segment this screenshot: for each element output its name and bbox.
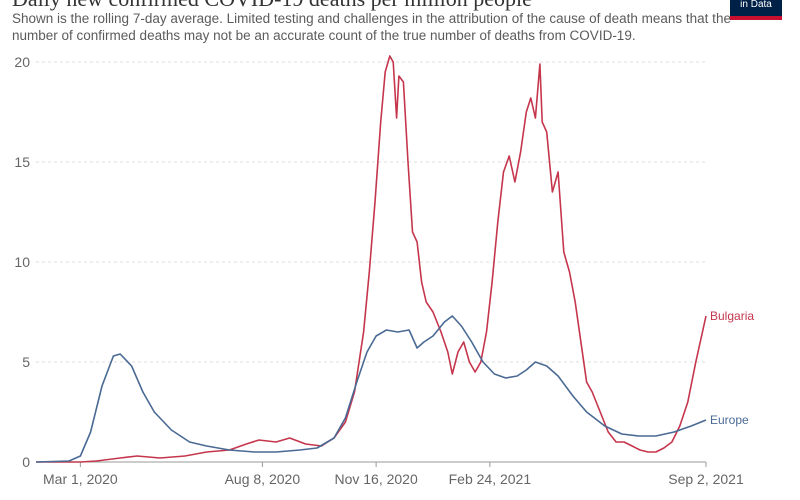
series [35, 55, 707, 463]
y-tick-label: 20 [14, 54, 30, 70]
logo[interactable]: in Data [730, 0, 782, 20]
series-line-europe[interactable] [35, 315, 707, 463]
x-tick-label: Nov 16, 2020 [334, 471, 417, 487]
series-labels: Bulgaria Europe [710, 309, 754, 427]
y-tick-label: 5 [22, 354, 30, 370]
chart-title: Daily new confirmed COVID-19 deaths per … [12, 0, 532, 12]
axes: 0 5 10 15 20 Mar 1, 2020 Aug 8, 2020 Nov 16, 20… [14, 54, 744, 487]
series-label-europe: Europe [710, 413, 749, 427]
x-tick-label: Sep 2, 2021 [668, 471, 744, 487]
y-tick-label: 15 [14, 154, 30, 170]
chart-subtitle: Shown is the rolling 7-day average. Limi… [12, 11, 731, 43]
y-tick-label: 10 [14, 254, 30, 270]
y-tick-label: 0 [22, 454, 30, 470]
x-tick-label: Feb 24, 2021 [449, 471, 532, 487]
series-label-bulgaria: Bulgaria [710, 309, 754, 323]
logo-text: in Data [740, 0, 772, 10]
x-tick-label: Mar 1, 2020 [43, 471, 118, 487]
gridlines [36, 61, 706, 363]
x-tick-label: Aug 8, 2020 [225, 471, 301, 487]
series-line-bulgaria[interactable] [36, 55, 707, 463]
